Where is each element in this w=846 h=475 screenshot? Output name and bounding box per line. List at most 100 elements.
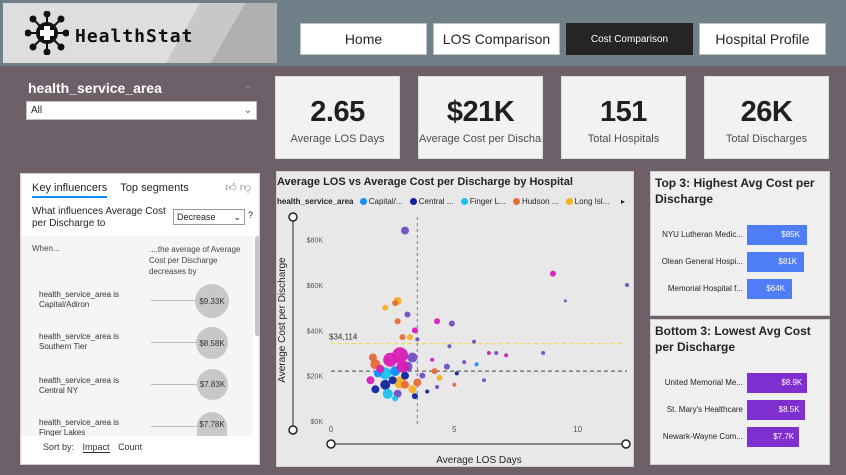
chart-legend: health_service_area Capital/... Central … (277, 197, 629, 206)
help-icon[interactable]: ? (248, 210, 254, 220)
data-point (392, 300, 399, 307)
bar-row[interactable]: NYU Lutheran Medic... $85K (651, 225, 829, 245)
data-point (541, 351, 546, 355)
x-axis-label: Average LOS Days (436, 455, 521, 466)
nav-los-comparison-button[interactable]: LOS Comparison (433, 23, 560, 55)
legend-next-icon[interactable]: ▸ (620, 197, 625, 206)
y-tick-label: $60K (307, 283, 324, 290)
data-point (401, 226, 409, 235)
bar[interactable] (747, 400, 805, 420)
data-point (443, 363, 450, 370)
influencer-label[interactable]: health_service_area is Capital/Adiron (39, 290, 120, 309)
bar-value-label: $81K (778, 257, 798, 266)
kpi-card-total-hospitals: 151 Total Hospitals (561, 76, 686, 159)
data-point (404, 311, 411, 318)
thumbs-up-icon[interactable]: 👍︎ (225, 182, 237, 194)
kpi-label: Average Cost per Discharge (419, 133, 542, 145)
legend-item[interactable]: Long Isl... (565, 197, 609, 206)
data-point (474, 362, 479, 367)
legend-item[interactable]: Central ... (409, 197, 453, 206)
legend-item[interactable]: Capital/... (359, 197, 403, 206)
tab-top-segments[interactable]: Top segments (120, 182, 189, 194)
scatter-plot-area[interactable]: $0K $20K $40K $60K $80K 0 5 10 $34,114 Average LO… (277, 172, 633, 466)
bottom3-bar-chart: Bottom 3: Lowest Avg Cost per Discharge … (650, 319, 830, 465)
bar-category-label: United Memorial Me... (664, 378, 743, 387)
health-service-area-select[interactable]: All ⌄ (26, 101, 257, 120)
bar[interactable] (747, 225, 808, 245)
effect-header: ....the average of Average Cost per Disc… (149, 245, 241, 276)
data-point (392, 395, 399, 402)
data-point (504, 353, 509, 358)
data-point (563, 299, 567, 303)
kpi-label: Total Hospitals (587, 133, 660, 145)
data-point (376, 364, 385, 373)
when-header: When... (32, 244, 60, 253)
scrollbar[interactable] (255, 236, 260, 336)
data-point (408, 385, 417, 394)
logo: HealthStat (3, 3, 277, 63)
kpi-card-total-discharges: 26K Total Discharges (704, 76, 829, 159)
bar-row[interactable]: Olean General Hospi... $81K (651, 252, 829, 272)
x-tick-label: 5 (452, 425, 457, 434)
bar-category-label: NYU Lutheran Medic... (662, 230, 743, 239)
thumbs-down-icon[interactable]: 👎︎ (239, 182, 251, 194)
influencer-question: What influences Average Cost per Dischar… (32, 206, 166, 229)
direction-select[interactable]: Decrease ⌄ (173, 209, 245, 225)
filter-title: health_service_area (28, 80, 162, 96)
data-point (366, 376, 375, 385)
sort-count-option[interactable]: Count (118, 442, 143, 452)
data-point (430, 357, 435, 362)
data-point (388, 376, 397, 385)
influencer-value-bubble[interactable]: $8.58K (196, 327, 228, 359)
feedback-icons: 👍︎ 👎︎ (225, 181, 251, 194)
kpi-value: $21K (446, 96, 515, 128)
bar-category-label: Olean General Hospi... (661, 257, 743, 266)
data-point (486, 351, 491, 355)
data-point (399, 334, 406, 341)
bar[interactable] (747, 373, 808, 393)
bar[interactable] (747, 427, 800, 447)
direction-value: Decrease (177, 212, 216, 222)
arrow-icon (151, 297, 202, 303)
influencer-label[interactable]: health_service_area is Central NY (39, 376, 120, 395)
chart-title: Top 3: Highest Avg Cost per Discharge (655, 176, 815, 206)
top3-bar-chart: Top 3: Highest Avg Cost per Discharge NY… (650, 171, 830, 316)
sort-impact-option[interactable]: Impact (82, 442, 110, 453)
scatter-chart: Average LOS vs Average Cost per Discharg… (276, 171, 634, 467)
dropdown-chevron-icon: ⌄ (233, 212, 241, 222)
legend-item[interactable]: Finger L... (460, 197, 506, 206)
bar-value-label: $85K (781, 230, 800, 239)
nav-home-button[interactable]: Home (300, 23, 427, 55)
kpi-value: 151 (600, 96, 647, 128)
influencer-value-bubble[interactable]: $7.78K (197, 412, 227, 436)
bar[interactable] (747, 279, 793, 299)
slider-handle (288, 425, 298, 435)
chevron-down-icon[interactable]: ⌄ (243, 78, 254, 92)
influencer-label[interactable]: health_service_area is Southern Tier (39, 332, 120, 351)
legend-title: health_service_area (277, 197, 354, 206)
data-point (411, 327, 418, 334)
x-tick-label: 10 (573, 425, 582, 434)
arrow-icon (151, 423, 202, 429)
data-point (625, 283, 629, 287)
influencer-label[interactable]: health_service_area is Finger Lakes (39, 418, 120, 436)
data-point (462, 360, 467, 365)
influencer-value-bubble[interactable]: $7.83K (197, 369, 228, 400)
influencer-value-bubble[interactable]: $9.33K (195, 284, 229, 318)
bar-row[interactable]: United Memorial Me... $8.9K (651, 373, 829, 393)
nav-cost-comparison-button[interactable]: Cost Comparison (566, 23, 693, 55)
data-point (436, 374, 443, 381)
arrow-icon (151, 339, 202, 345)
y-tick-label: $20K (307, 374, 324, 381)
bar-row[interactable]: St. Mary's Healthcare $8.5K (651, 400, 829, 420)
chart-title: Average LOS vs Average Cost per Discharg… (277, 176, 573, 188)
data-point (452, 382, 457, 387)
nav-hospital-profile-button[interactable]: Hospital Profile (699, 23, 826, 55)
legend-item[interactable]: Hudson ... (512, 197, 558, 206)
filter-selected-value: All (31, 105, 43, 116)
bar[interactable] (747, 252, 805, 272)
bar-row[interactable]: Newark-Wayne Com... $7.7K (651, 427, 829, 447)
bar-row[interactable]: Memorial Hospital f... $64K (651, 279, 829, 299)
tab-key-influencers[interactable]: Key influencers (32, 182, 108, 198)
data-point (396, 360, 409, 373)
